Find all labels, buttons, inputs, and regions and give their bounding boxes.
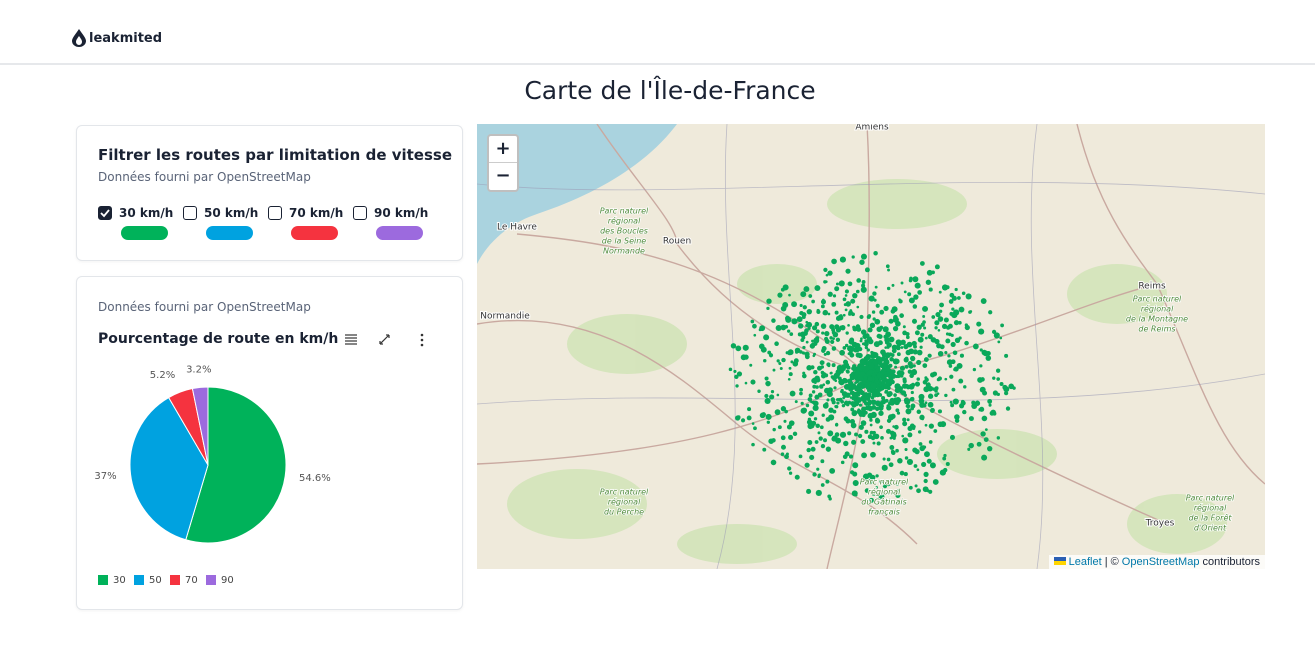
data-label: 37% bbox=[94, 471, 116, 482]
park-label: de Reims bbox=[1138, 325, 1175, 334]
map[interactable]: Amiens Le Havre Rouen Reims Troyes Normandie P… bbox=[477, 124, 1265, 569]
city-label: Normandie bbox=[480, 312, 530, 322]
page-title: Carte de l'Île-de-France bbox=[524, 76, 816, 105]
zoom-control: + − bbox=[487, 134, 519, 192]
data-label: 3.2% bbox=[186, 364, 211, 375]
legend-label: 90 bbox=[221, 575, 234, 586]
checkbox[interactable] bbox=[183, 206, 197, 220]
pie-slice bbox=[185, 386, 287, 544]
chart-toolbar[interactable] bbox=[343, 332, 443, 348]
city-label: Amiens bbox=[855, 124, 889, 133]
data-label: 5.2% bbox=[150, 370, 175, 381]
park-label: des Boucles bbox=[600, 227, 648, 236]
zoom-in[interactable]: + bbox=[489, 136, 517, 163]
park-label: du Perche bbox=[604, 508, 644, 517]
park-label: Normande bbox=[603, 247, 645, 256]
park-label: régional bbox=[868, 487, 901, 497]
park-label: régional bbox=[608, 216, 641, 226]
legend-swatch bbox=[170, 575, 180, 585]
brand[interactable]: leakmited bbox=[89, 31, 163, 46]
filter-option[interactable]: 50 km/h bbox=[183, 206, 258, 220]
park-label: de la Seine bbox=[602, 237, 647, 246]
filter-option[interactable]: 30 km/h bbox=[98, 206, 173, 220]
attribution-tail: contributors bbox=[1202, 556, 1260, 568]
osm-link[interactable]: OpenStreetMap bbox=[1121, 556, 1200, 568]
logo bbox=[72, 29, 86, 47]
checkbox[interactable] bbox=[353, 206, 367, 220]
city-label: Troyes bbox=[1145, 519, 1175, 529]
park-label: d'Orient bbox=[1194, 524, 1227, 533]
color-pill bbox=[291, 226, 338, 240]
park-label: Parc naturel bbox=[1133, 295, 1182, 304]
header: leakmited bbox=[0, 0, 1315, 65]
filter-option[interactable]: 90 km/h bbox=[353, 206, 428, 220]
map-tiles: Amiens Le Havre Rouen Reims Troyes Normandie P… bbox=[477, 124, 1265, 569]
option-label: 70 km/h bbox=[289, 206, 344, 220]
filter-title: Filtrer les routes par limitation de vit… bbox=[98, 146, 453, 164]
filter-option[interactable]: 70 km/h bbox=[268, 206, 343, 220]
checkbox[interactable] bbox=[98, 206, 112, 220]
legend-label: 70 bbox=[185, 575, 198, 586]
legend-swatch bbox=[98, 575, 108, 585]
park-label: de la Montagne bbox=[1126, 315, 1188, 324]
color-pill bbox=[376, 226, 423, 240]
option-label: 30 km/h bbox=[119, 206, 174, 220]
option-label: 50 km/h bbox=[204, 206, 259, 220]
leaflet-link[interactable]: Leaflet bbox=[1068, 556, 1102, 568]
park-label: de la Forêt bbox=[1188, 513, 1232, 523]
legend-label: 50 bbox=[149, 575, 162, 586]
zoom-out[interactable]: − bbox=[495, 165, 511, 186]
color-pill bbox=[121, 226, 168, 240]
legend-label: 30 bbox=[113, 575, 126, 586]
pie-slice bbox=[191, 386, 209, 466]
park-label: Parc naturel bbox=[1186, 494, 1235, 503]
attribution: Leaflet | © OpenStreetMap contributors bbox=[1048, 555, 1265, 569]
checkbox[interactable] bbox=[268, 206, 282, 220]
flag bbox=[1053, 557, 1066, 565]
park-label: régional bbox=[608, 497, 641, 507]
attribution-sep: | © bbox=[1104, 556, 1119, 568]
filter-source: Données fourni par OpenStreetMap bbox=[98, 170, 311, 184]
city-label: Rouen bbox=[663, 237, 691, 247]
park-label: régional bbox=[1141, 304, 1174, 314]
color-pill bbox=[206, 226, 253, 240]
chart-source: Données fourni par OpenStreetMap bbox=[98, 300, 311, 314]
data-label: 54.6% bbox=[299, 473, 331, 484]
filter-card: Filtrer les routes par limitation de vit… bbox=[76, 125, 463, 261]
park-label: Parc naturel bbox=[860, 478, 909, 487]
city-label: Reims bbox=[1138, 282, 1166, 292]
park-label: régional bbox=[1194, 503, 1227, 513]
pie-slice bbox=[129, 396, 209, 541]
legend-swatch bbox=[206, 575, 216, 585]
city-label: Le Havre bbox=[497, 223, 537, 233]
park-label: Parc naturel bbox=[600, 207, 649, 216]
park-label: français bbox=[868, 508, 900, 517]
park-label: Parc naturel bbox=[600, 488, 649, 497]
option-label: 90 km/h bbox=[374, 206, 429, 220]
legend-swatch bbox=[134, 575, 144, 585]
park-label: du Gâtinais bbox=[861, 498, 907, 507]
pie-chart: 54.6% 37% 5.2% 3.2% 30 50 70 90 bbox=[94, 364, 331, 586]
chart-title: Pourcentage de route en km/h bbox=[98, 331, 339, 347]
